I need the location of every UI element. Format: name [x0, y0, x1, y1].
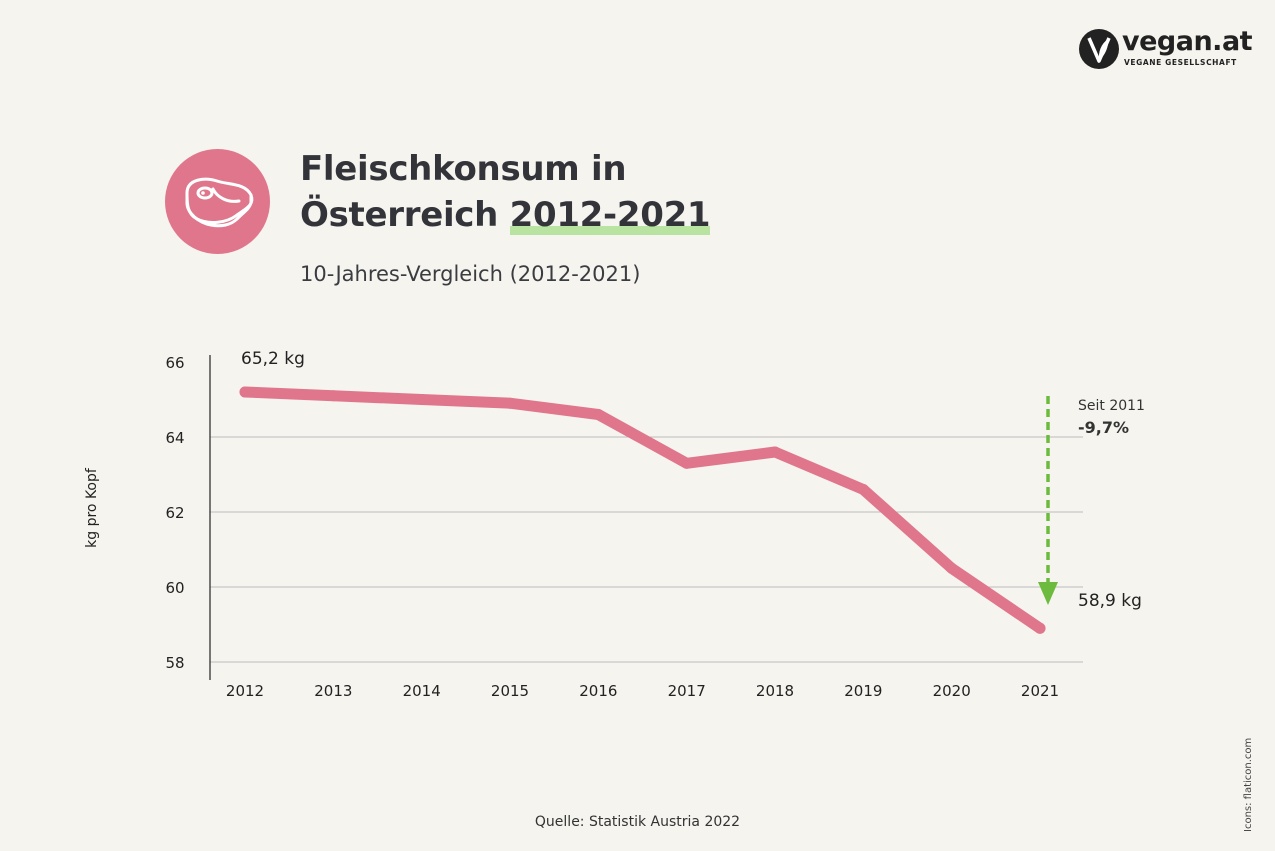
- data-point-2019: [857, 484, 869, 495]
- title-line-2-prefix: Österreich: [300, 195, 510, 235]
- data-point-2012: [239, 386, 251, 398]
- x-tick-label: 2015: [491, 682, 529, 700]
- data-point-2020: [946, 562, 958, 574]
- start-value-label: 65,2 kg: [241, 349, 305, 369]
- data-point-2014: [416, 394, 428, 405]
- x-tick-label: 2014: [403, 682, 441, 700]
- data-point-2016: [592, 409, 604, 420]
- data-point-2015: [504, 397, 516, 409]
- page-title: Fleischkonsum in Österreich 2012-2021: [300, 146, 711, 238]
- y-tick-label: 58: [165, 654, 184, 672]
- brand-tagline: VEGANE GESELLSCHAFT: [1124, 58, 1237, 67]
- data-point-2021: [1034, 622, 1046, 634]
- y-axis-label: kg pro Kopf: [84, 467, 100, 548]
- grid-layer: [210, 436, 1083, 663]
- data-points: [239, 386, 1046, 634]
- title-line-1: Fleischkonsum in: [300, 149, 627, 189]
- y-tick-labels: 58 60 62 64 66: [165, 354, 184, 672]
- x-tick-label: 2020: [933, 682, 971, 700]
- brand-name: vegan.at: [1122, 26, 1253, 57]
- x-tick-label: 2021: [1021, 682, 1059, 700]
- y-tick-label: 66: [165, 354, 184, 372]
- x-tick-label: 2012: [226, 682, 264, 700]
- y-tick-label: 64: [165, 429, 184, 447]
- title-line-2: Österreich 2012-2021: [300, 192, 711, 238]
- x-tick-label: 2013: [314, 682, 352, 700]
- v-leaf-logo-icon: [1079, 29, 1119, 69]
- y-tick-label: 60: [165, 579, 184, 597]
- data-point-2017: [681, 457, 693, 469]
- end-value-label: 58,9 kg: [1078, 591, 1142, 611]
- source-note: Quelle: Statistik Austria 2022: [534, 814, 741, 830]
- page-subtitle: 10-Jahres-Vergleich (2012-2021): [300, 262, 641, 286]
- x-tick-labels: 2012 2013 2014 2015 2016 2017 2018 2019 2020 2021: [226, 682, 1059, 700]
- y-tick-label: 62: [165, 504, 184, 522]
- data-point-2013: [327, 390, 339, 402]
- x-tick-label: 2018: [756, 682, 794, 700]
- brand-logo: vegan.at VEGANE GESELLSCHAFT: [1078, 26, 1253, 76]
- x-tick-label: 2016: [579, 682, 617, 700]
- icon-credit: Icons: flaticon.com: [1243, 737, 1254, 832]
- meat-badge: [165, 149, 270, 254]
- x-tick-label: 2019: [844, 682, 882, 700]
- data-point-2018: [769, 446, 781, 458]
- series-line: [239, 386, 1046, 634]
- title-highlight: 2012-2021: [509, 195, 711, 235]
- change-arrow-head: [1038, 582, 1058, 605]
- change-caption: Seit 2011: [1078, 398, 1145, 414]
- change-value: -9,7%: [1078, 418, 1129, 437]
- x-tick-label: 2017: [668, 682, 706, 700]
- meat-steak-icon: [185, 177, 254, 228]
- change-arrow: [1038, 396, 1058, 605]
